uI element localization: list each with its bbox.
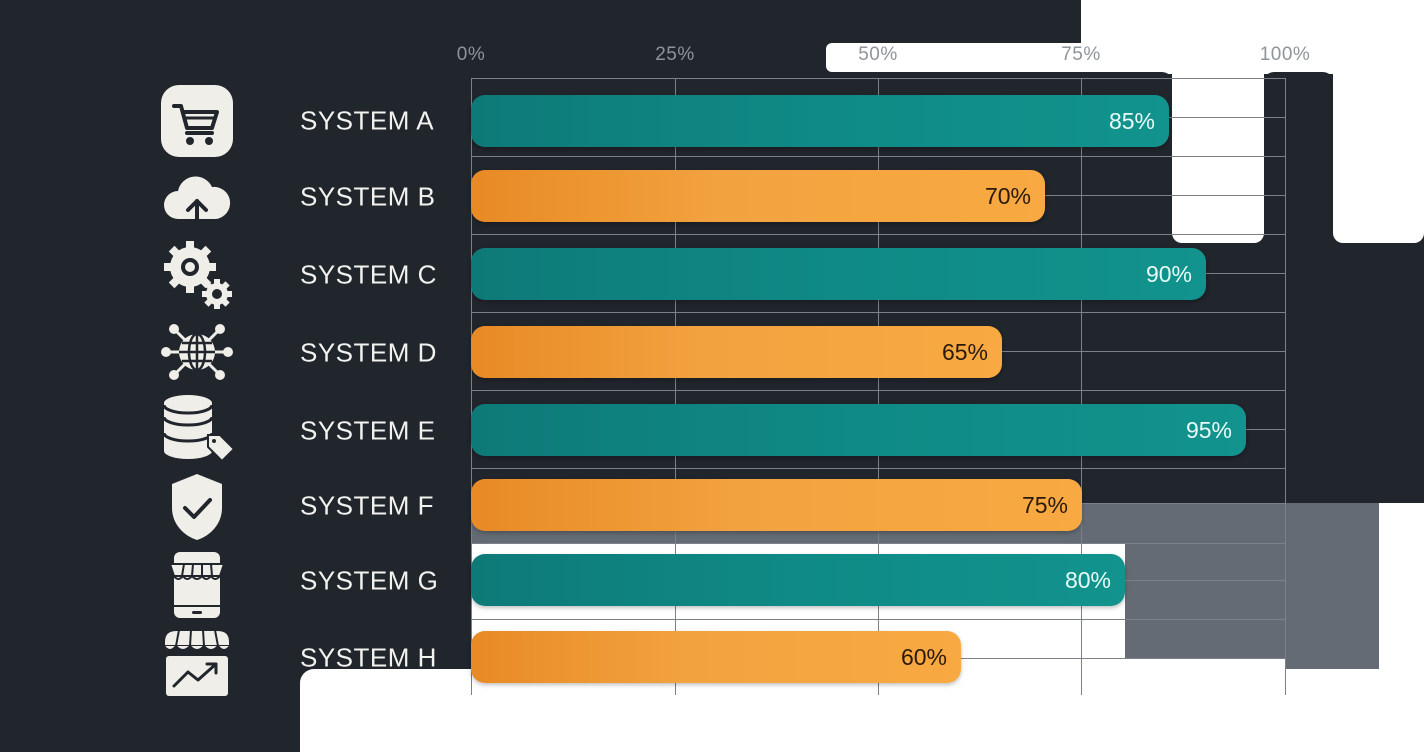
shopping-cart-icon [160, 84, 234, 158]
category-label: SYSTEM H [300, 642, 437, 673]
bar-value-label: 75% [1021, 491, 1068, 518]
store-growth-icon [160, 626, 234, 700]
network-globe-icon [160, 315, 234, 389]
overlay-dark-2 [1264, 72, 1333, 102]
shield-check-icon [160, 470, 234, 544]
bar-system-e: 95% [471, 404, 1246, 456]
bar-value-label: 85% [1108, 107, 1155, 134]
overlay-bottom-2 [1125, 658, 1285, 752]
gridline-25 [675, 78, 676, 695]
hgridline [471, 390, 1285, 391]
bar-system-d: 65% [471, 326, 1002, 378]
bar-system-b: 70% [471, 170, 1045, 222]
x-tick-75: 75% [1061, 44, 1101, 65]
bar-value-label: 95% [1185, 416, 1232, 443]
x-tick-50: 50% [858, 44, 898, 65]
hgridline [471, 619, 1285, 620]
gridline-75 [1081, 78, 1082, 695]
category-label: SYSTEM D [300, 337, 437, 368]
gridline-50 [878, 78, 879, 695]
bar-system-f: 75% [471, 479, 1082, 531]
bar-system-a: 85% [471, 95, 1169, 147]
gears-icon [160, 237, 234, 311]
hgridline [471, 78, 1285, 79]
mobile-store-icon [160, 548, 234, 622]
hgridline [471, 312, 1285, 313]
bar-value-label: 60% [900, 643, 947, 670]
bar-system-g: 80% [471, 554, 1125, 606]
hgridline [471, 468, 1285, 469]
gridline-100 [1285, 78, 1286, 695]
category-label: SYSTEM G [300, 565, 439, 596]
overlay-gray-3 [1285, 503, 1379, 696]
database-tag-icon [160, 393, 234, 467]
cloud-upload-icon [160, 161, 234, 235]
bar-value-label: 90% [1145, 260, 1192, 287]
bar-system-c: 90% [471, 248, 1206, 300]
category-label: SYSTEM B [300, 181, 436, 212]
x-tick-100: 100% [1259, 44, 1311, 65]
bar-system-h: 60% [471, 631, 961, 683]
overlay-axis-band [826, 43, 1424, 72]
bar-value-label: 80% [1064, 566, 1111, 593]
category-label: SYSTEM E [300, 415, 436, 446]
bar-value-label: 70% [984, 182, 1031, 209]
x-tick-25: 25% [655, 44, 695, 65]
overlay-gray-2 [1125, 543, 1285, 658]
overlay-notch-2 [1333, 60, 1424, 243]
bar-value-label: 65% [941, 338, 988, 365]
hgridline [471, 156, 1285, 157]
hgridline [471, 543, 1285, 544]
category-label: SYSTEM F [300, 490, 435, 521]
gridline-0 [471, 78, 472, 695]
overlay-bottom-3 [1285, 696, 1424, 752]
hgridline [471, 234, 1285, 235]
category-label: SYSTEM A [300, 105, 435, 136]
x-tick-0: 0% [456, 44, 486, 65]
category-label: SYSTEM C [300, 259, 437, 290]
overlay-notch-1 [1172, 60, 1264, 243]
